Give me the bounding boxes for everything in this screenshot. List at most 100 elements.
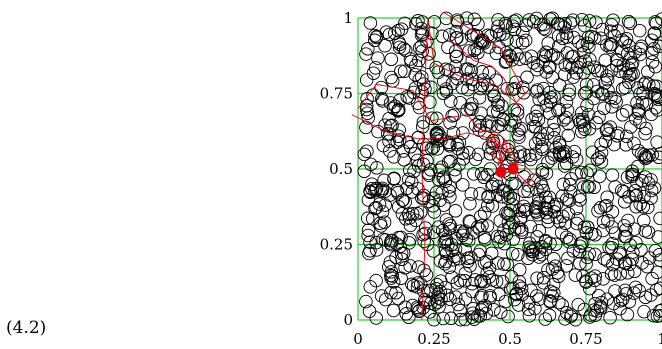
data-circle	[609, 94, 623, 109]
data-circle	[552, 78, 567, 92]
data-circle	[369, 273, 383, 288]
data-circle	[574, 165, 589, 180]
data-circle	[620, 46, 635, 61]
data-circle	[368, 61, 383, 75]
search-paths	[351, 11, 535, 321]
data-circle	[530, 271, 544, 285]
data-circle	[372, 197, 387, 211]
data-circle	[575, 106, 589, 120]
data-circle	[512, 279, 527, 293]
data-circle	[576, 119, 591, 133]
data-circle	[444, 94, 458, 108]
data-circle	[466, 301, 480, 316]
data-circle	[507, 103, 522, 117]
data-circle	[477, 256, 492, 270]
data-circle	[502, 220, 517, 235]
data-circle	[592, 169, 607, 184]
data-circle	[479, 118, 494, 132]
data-circle	[520, 70, 534, 85]
data-circle	[509, 13, 524, 27]
data-circle	[637, 213, 651, 228]
data-circle	[515, 35, 530, 50]
data-circle	[632, 23, 647, 38]
data-circle	[621, 213, 635, 228]
data-circle	[427, 205, 442, 219]
data-circle	[579, 77, 594, 92]
data-circle	[508, 176, 522, 191]
data-circle	[620, 104, 634, 118]
data-circle	[362, 304, 377, 318]
data-circle	[543, 295, 557, 309]
data-circle	[547, 252, 561, 266]
data-circle	[619, 138, 633, 152]
data-circle	[529, 109, 543, 124]
data-circle	[522, 240, 536, 255]
x-tick-label: 1	[657, 330, 662, 348]
data-circle	[368, 184, 382, 198]
data-circle	[579, 257, 593, 271]
data-circle	[548, 259, 563, 273]
data-circle	[369, 182, 383, 196]
data-circle	[600, 69, 614, 83]
data-circle	[547, 123, 561, 137]
data-circle	[511, 127, 525, 142]
data-circle	[438, 227, 452, 241]
data-circle	[635, 174, 649, 188]
data-circle	[580, 98, 594, 113]
data-circle	[601, 83, 615, 98]
data-circle	[600, 38, 614, 52]
data-circle	[390, 184, 404, 198]
data-circle	[639, 149, 653, 164]
data-circle	[573, 193, 587, 207]
data-circle	[384, 52, 399, 67]
x-tick-label: 0.75	[569, 330, 602, 348]
data-circle	[551, 51, 565, 65]
data-circle	[624, 120, 638, 134]
data-circle	[569, 66, 583, 80]
data-circle	[623, 51, 638, 65]
data-circle	[604, 90, 618, 105]
data-circle	[526, 56, 541, 70]
data-circle	[628, 112, 643, 126]
data-circle	[427, 225, 441, 239]
data-circle	[394, 271, 408, 286]
search-path	[427, 11, 526, 104]
data-circle	[405, 277, 419, 292]
data-circle	[523, 236, 537, 251]
data-circle	[484, 119, 498, 133]
data-circle	[584, 30, 599, 44]
data-circle	[455, 80, 470, 95]
data-circle	[433, 284, 448, 299]
data-circle	[384, 70, 398, 85]
data-circle	[622, 69, 637, 83]
data-circle	[477, 206, 492, 220]
data-circle	[571, 35, 586, 49]
data-circle	[566, 70, 581, 84]
data-circle	[620, 170, 635, 184]
data-circle	[387, 172, 401, 186]
data-circle	[416, 77, 431, 91]
data-circle	[636, 200, 651, 214]
data-circle	[653, 211, 662, 226]
data-circle	[426, 140, 441, 155]
data-circle	[599, 198, 614, 213]
data-circle	[403, 259, 417, 273]
y-tick-label: 0	[343, 311, 353, 329]
data-circle	[493, 27, 507, 42]
data-circle	[505, 176, 519, 191]
data-circle	[644, 173, 658, 187]
data-circle	[439, 84, 454, 98]
data-circle	[361, 228, 375, 243]
circle-cloud	[357, 11, 662, 327]
data-circle	[480, 219, 495, 233]
data-circle	[456, 178, 470, 192]
data-circle	[539, 65, 554, 79]
data-circle	[427, 312, 441, 327]
data-circle	[622, 61, 636, 75]
data-circle	[425, 111, 439, 125]
data-circle	[435, 29, 450, 44]
data-circle	[452, 135, 467, 150]
data-circle	[547, 205, 562, 219]
data-circle	[487, 303, 501, 317]
data-circle	[569, 201, 584, 216]
